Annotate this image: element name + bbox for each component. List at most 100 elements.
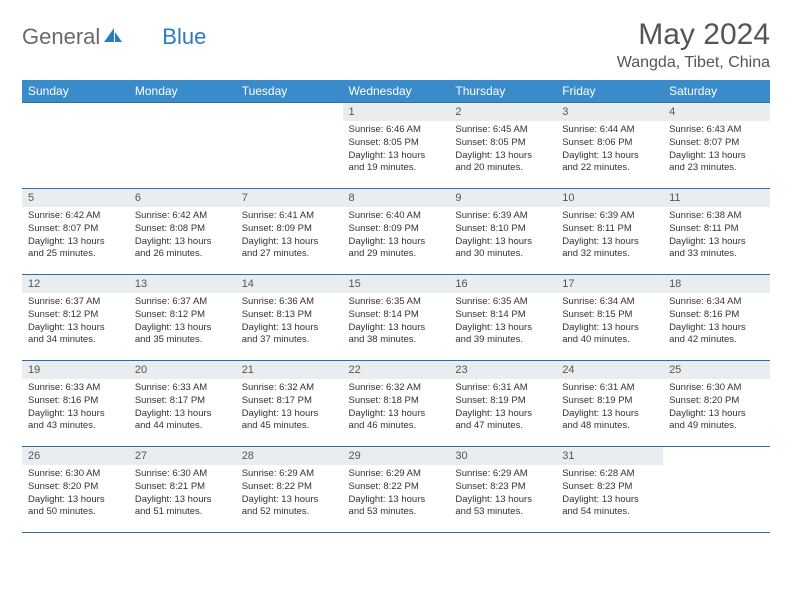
day-number: 31	[556, 447, 663, 465]
day-number: 15	[343, 275, 450, 293]
calendar-cell: 4Sunrise: 6:43 AMSunset: 8:07 PMDaylight…	[663, 103, 770, 189]
sunrise-line: Sunrise: 6:29 AM	[349, 468, 444, 481]
daylight-line: Daylight: 13 hours and 48 minutes.	[562, 408, 657, 434]
sunset-line: Sunset: 8:19 PM	[562, 395, 657, 408]
day-details: Sunrise: 6:31 AMSunset: 8:19 PMDaylight:…	[449, 379, 556, 437]
sunrise-line: Sunrise: 6:40 AM	[349, 210, 444, 223]
day-details: Sunrise: 6:34 AMSunset: 8:16 PMDaylight:…	[663, 293, 770, 351]
day-number: 6	[129, 189, 236, 207]
sunrise-line: Sunrise: 6:31 AM	[455, 382, 550, 395]
calendar-cell: 25Sunrise: 6:30 AMSunset: 8:20 PMDayligh…	[663, 361, 770, 447]
day-details: Sunrise: 6:39 AMSunset: 8:10 PMDaylight:…	[449, 207, 556, 265]
calendar-cell: 19Sunrise: 6:33 AMSunset: 8:16 PMDayligh…	[22, 361, 129, 447]
daylight-line: Daylight: 13 hours and 44 minutes.	[135, 408, 230, 434]
day-number: 29	[343, 447, 450, 465]
day-number: 1	[343, 103, 450, 121]
sunset-line: Sunset: 8:10 PM	[455, 223, 550, 236]
day-number: 13	[129, 275, 236, 293]
daylight-line: Daylight: 13 hours and 19 minutes.	[349, 150, 444, 176]
sunrise-line: Sunrise: 6:44 AM	[562, 124, 657, 137]
calendar-cell: 17Sunrise: 6:34 AMSunset: 8:15 PMDayligh…	[556, 275, 663, 361]
calendar-cell: 21Sunrise: 6:32 AMSunset: 8:17 PMDayligh…	[236, 361, 343, 447]
day-details: Sunrise: 6:45 AMSunset: 8:05 PMDaylight:…	[449, 121, 556, 179]
sail-icon	[102, 26, 124, 49]
sunset-line: Sunset: 8:17 PM	[242, 395, 337, 408]
daylight-line: Daylight: 13 hours and 22 minutes.	[562, 150, 657, 176]
day-number: 25	[663, 361, 770, 379]
day-number: 28	[236, 447, 343, 465]
sunset-line: Sunset: 8:09 PM	[349, 223, 444, 236]
day-details: Sunrise: 6:28 AMSunset: 8:23 PMDaylight:…	[556, 465, 663, 523]
daylight-line: Daylight: 13 hours and 23 minutes.	[669, 150, 764, 176]
sunrise-line: Sunrise: 6:30 AM	[135, 468, 230, 481]
day-number: 18	[663, 275, 770, 293]
sunset-line: Sunset: 8:11 PM	[562, 223, 657, 236]
day-details: Sunrise: 6:35 AMSunset: 8:14 PMDaylight:…	[449, 293, 556, 351]
daylight-line: Daylight: 13 hours and 52 minutes.	[242, 494, 337, 520]
sunset-line: Sunset: 8:20 PM	[28, 481, 123, 494]
daylight-line: Daylight: 13 hours and 39 minutes.	[455, 322, 550, 348]
sunset-line: Sunset: 8:17 PM	[135, 395, 230, 408]
calendar-cell	[22, 103, 129, 189]
sunset-line: Sunset: 8:11 PM	[669, 223, 764, 236]
sunrise-line: Sunrise: 6:46 AM	[349, 124, 444, 137]
daylight-line: Daylight: 13 hours and 35 minutes.	[135, 322, 230, 348]
sunrise-line: Sunrise: 6:37 AM	[28, 296, 123, 309]
day-details: Sunrise: 6:42 AMSunset: 8:08 PMDaylight:…	[129, 207, 236, 265]
daylight-line: Daylight: 13 hours and 54 minutes.	[562, 494, 657, 520]
day-details: Sunrise: 6:33 AMSunset: 8:17 PMDaylight:…	[129, 379, 236, 437]
sunrise-line: Sunrise: 6:31 AM	[562, 382, 657, 395]
sunrise-line: Sunrise: 6:42 AM	[135, 210, 230, 223]
sunrise-line: Sunrise: 6:34 AM	[562, 296, 657, 309]
sunset-line: Sunset: 8:12 PM	[28, 309, 123, 322]
sunrise-line: Sunrise: 6:39 AM	[455, 210, 550, 223]
day-number: 14	[236, 275, 343, 293]
calendar-cell: 11Sunrise: 6:38 AMSunset: 8:11 PMDayligh…	[663, 189, 770, 275]
daylight-line: Daylight: 13 hours and 45 minutes.	[242, 408, 337, 434]
day-number: 9	[449, 189, 556, 207]
sunrise-line: Sunrise: 6:30 AM	[28, 468, 123, 481]
day-details: Sunrise: 6:44 AMSunset: 8:06 PMDaylight:…	[556, 121, 663, 179]
day-number: 24	[556, 361, 663, 379]
brand-logo: General Blue	[22, 24, 206, 50]
day-number: 17	[556, 275, 663, 293]
sunset-line: Sunset: 8:18 PM	[349, 395, 444, 408]
calendar-cell	[129, 103, 236, 189]
header-row: General Blue May 2024 Wangda, Tibet, Chi…	[22, 18, 770, 72]
sunrise-line: Sunrise: 6:29 AM	[455, 468, 550, 481]
sunrise-line: Sunrise: 6:38 AM	[669, 210, 764, 223]
day-number: 19	[22, 361, 129, 379]
calendar-cell: 13Sunrise: 6:37 AMSunset: 8:12 PMDayligh…	[129, 275, 236, 361]
day-details: Sunrise: 6:42 AMSunset: 8:07 PMDaylight:…	[22, 207, 129, 265]
daylight-line: Daylight: 13 hours and 34 minutes.	[28, 322, 123, 348]
day-number: 4	[663, 103, 770, 121]
weekday-header: Friday	[556, 80, 663, 103]
day-details: Sunrise: 6:31 AMSunset: 8:19 PMDaylight:…	[556, 379, 663, 437]
daylight-line: Daylight: 13 hours and 49 minutes.	[669, 408, 764, 434]
day-number: 23	[449, 361, 556, 379]
day-number: 5	[22, 189, 129, 207]
day-number: 30	[449, 447, 556, 465]
weekday-header: Monday	[129, 80, 236, 103]
day-details: Sunrise: 6:30 AMSunset: 8:20 PMDaylight:…	[22, 465, 129, 523]
sunset-line: Sunset: 8:15 PM	[562, 309, 657, 322]
daylight-line: Daylight: 13 hours and 33 minutes.	[669, 236, 764, 262]
day-number: 27	[129, 447, 236, 465]
calendar-cell: 28Sunrise: 6:29 AMSunset: 8:22 PMDayligh…	[236, 447, 343, 533]
day-details: Sunrise: 6:36 AMSunset: 8:13 PMDaylight:…	[236, 293, 343, 351]
sunrise-line: Sunrise: 6:32 AM	[349, 382, 444, 395]
weekday-header: Wednesday	[343, 80, 450, 103]
daylight-line: Daylight: 13 hours and 51 minutes.	[135, 494, 230, 520]
day-number: 3	[556, 103, 663, 121]
sunset-line: Sunset: 8:22 PM	[349, 481, 444, 494]
daylight-line: Daylight: 13 hours and 30 minutes.	[455, 236, 550, 262]
sunrise-line: Sunrise: 6:43 AM	[669, 124, 764, 137]
sunrise-line: Sunrise: 6:32 AM	[242, 382, 337, 395]
day-number: 22	[343, 361, 450, 379]
calendar-cell: 15Sunrise: 6:35 AMSunset: 8:14 PMDayligh…	[343, 275, 450, 361]
daylight-line: Daylight: 13 hours and 50 minutes.	[28, 494, 123, 520]
day-details: Sunrise: 6:30 AMSunset: 8:21 PMDaylight:…	[129, 465, 236, 523]
sunrise-line: Sunrise: 6:37 AM	[135, 296, 230, 309]
daylight-line: Daylight: 13 hours and 20 minutes.	[455, 150, 550, 176]
calendar-cell: 9Sunrise: 6:39 AMSunset: 8:10 PMDaylight…	[449, 189, 556, 275]
